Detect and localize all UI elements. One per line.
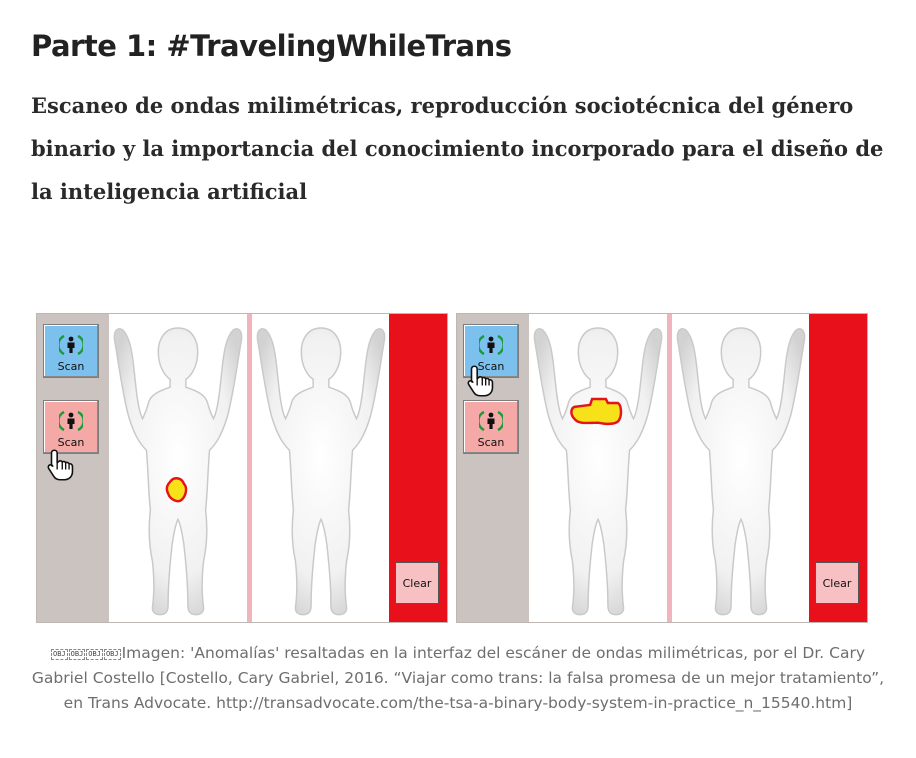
anomaly-highlight-groin	[165, 477, 188, 503]
page-title: Parte 1: #TravelingWhileTrans	[31, 29, 512, 63]
body-view-front	[109, 314, 247, 622]
body-silhouette-back	[252, 314, 390, 623]
person-icon	[479, 333, 503, 357]
body-view-back	[252, 314, 390, 622]
scanner-sidebar: Scan Scan	[457, 314, 529, 622]
view-divider	[247, 314, 252, 622]
body-silhouette-front	[529, 314, 667, 623]
person-icon	[59, 333, 83, 357]
scan-button-label: Scan	[57, 436, 85, 449]
scanner-panel-right: Scan Scan Clear	[456, 313, 868, 623]
body-silhouette-front	[109, 314, 247, 623]
scanner-sidebar: Scan Scan	[37, 314, 109, 622]
obj-placeholder: OBJ	[68, 649, 86, 660]
scan-button-label: Scan	[477, 360, 505, 373]
obj-placeholder: OBJ	[86, 649, 103, 660]
hand-cursor-icon	[45, 448, 75, 482]
scan-button-label: Scan	[57, 360, 85, 373]
person-icon	[59, 409, 83, 433]
scan-button-pink[interactable]: Scan	[43, 400, 99, 454]
body-silhouette-back	[672, 314, 810, 623]
scanner-figure: Scan Scan Clear	[36, 313, 868, 623]
view-divider	[667, 314, 672, 622]
obj-placeholder: OBJ	[50, 649, 68, 660]
scan-button-pink[interactable]: Scan	[463, 400, 519, 454]
scanner-panel-left: Scan Scan Clear	[36, 313, 448, 623]
body-view-front	[529, 314, 667, 622]
body-view-back	[672, 314, 810, 622]
scanner-red-bar: Clear	[389, 314, 447, 622]
clear-button[interactable]: Clear	[395, 562, 439, 604]
scan-button-blue[interactable]: Scan	[43, 324, 99, 378]
obj-placeholder: OBJ	[103, 649, 121, 660]
person-icon	[479, 409, 503, 433]
anomaly-highlight-chest	[570, 397, 623, 426]
caption-text: Imagen: 'Anomalías' resaltadas en la int…	[31, 644, 885, 712]
page-subtitle: Escaneo de ondas milimétricas, reproducc…	[31, 93, 884, 204]
scan-button-blue[interactable]: Scan	[463, 324, 519, 378]
scanner-red-bar: Clear	[809, 314, 867, 622]
clear-button[interactable]: Clear	[815, 562, 859, 604]
scan-button-label: Scan	[477, 436, 505, 449]
hand-cursor-icon	[465, 364, 495, 398]
figure-caption: OBJ OBJ OBJ OBJ Imagen: 'Anomalías' resaltad…	[30, 641, 886, 716]
